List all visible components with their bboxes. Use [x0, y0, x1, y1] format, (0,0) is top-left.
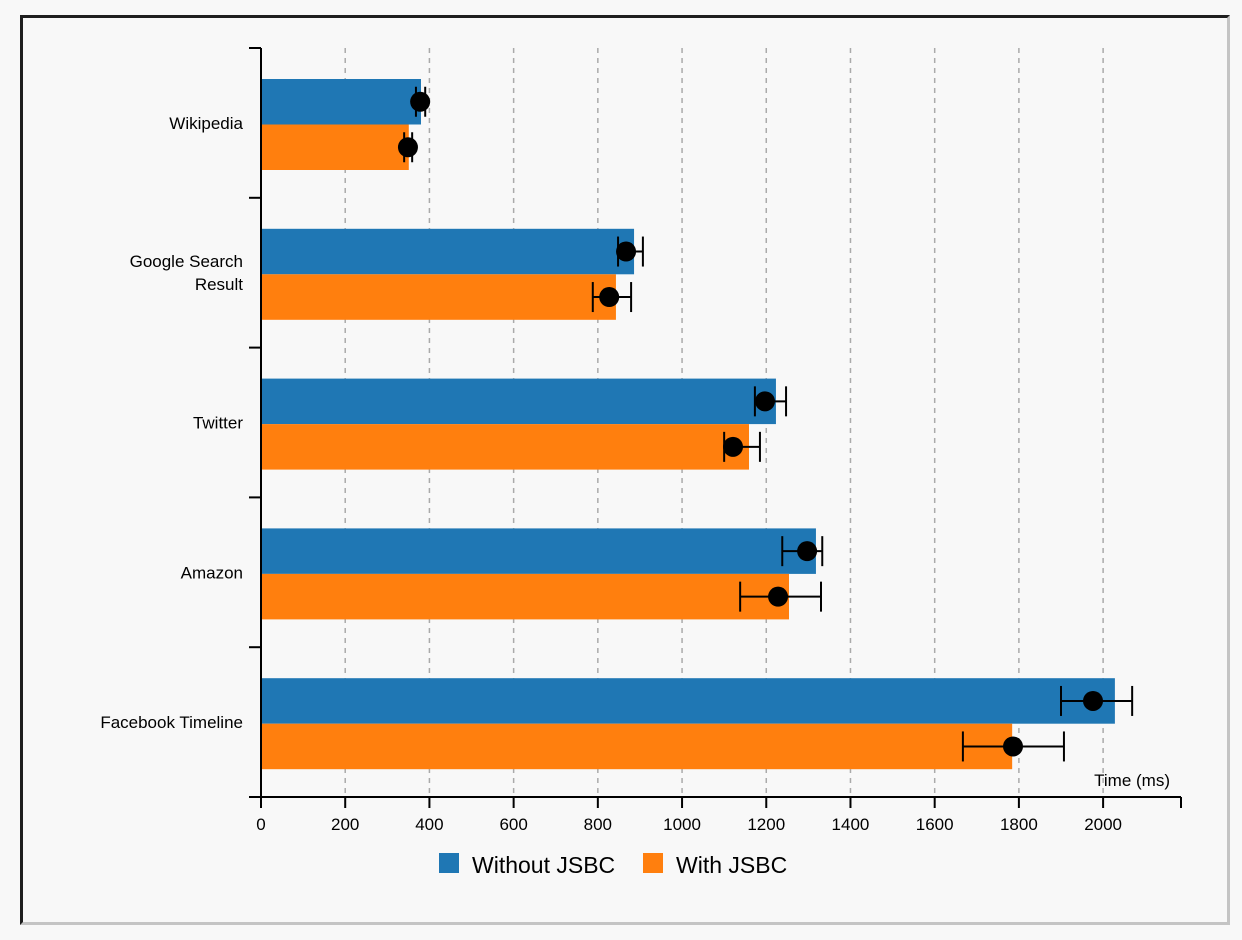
bar — [261, 124, 409, 170]
category-label: Facebook Timeline — [100, 713, 243, 732]
median-point — [723, 436, 743, 457]
median-point — [797, 541, 818, 562]
category-label: Wikipedia — [169, 114, 243, 133]
x-tick-label: 400 — [415, 815, 443, 834]
median-point — [1083, 690, 1103, 711]
gridlines — [344, 48, 1104, 797]
bar — [261, 228, 635, 275]
median-point — [616, 241, 637, 262]
y-axis: Wikipedia Google Search Result Twitter Amazo… — [100, 47, 262, 808]
median-point — [1003, 736, 1023, 757]
x-tick-label: 1600 — [916, 815, 954, 834]
legend-swatch — [439, 853, 459, 873]
chart-frame — [20, 15, 1230, 925]
category-label: Result — [195, 275, 243, 294]
x-axis: 0 200 400 600 800 1000 1200 1400 1600 1800 2000 — [249, 796, 1182, 834]
category-label: Amazon — [181, 563, 243, 582]
x-tick-label: 1400 — [832, 815, 870, 834]
x-tick-label: 1200 — [747, 815, 785, 834]
x-tick-label: 1000 — [663, 815, 701, 834]
bar — [261, 573, 789, 620]
x-tick-label: 800 — [584, 815, 612, 834]
x-tick-label: 0 — [256, 815, 265, 834]
bars — [261, 79, 1115, 770]
x-tick-label: 200 — [331, 815, 359, 834]
median-point — [397, 137, 418, 158]
median-point — [768, 586, 789, 607]
median-point — [599, 287, 620, 308]
x-tick-label: 600 — [499, 815, 527, 834]
x-axis-title: Time (ms) — [1094, 771, 1170, 790]
legend-label: Without JSBC — [472, 852, 615, 878]
bar — [261, 79, 421, 125]
bar — [261, 678, 1115, 724]
error-bars — [397, 86, 1134, 762]
x-tick-label: 1800 — [1000, 815, 1038, 834]
bar — [261, 274, 616, 320]
legend-label: With JSBC — [676, 852, 787, 878]
category-label: Twitter — [193, 414, 243, 433]
legend-swatch — [643, 853, 663, 873]
legend: Without JSBC With JSBC — [439, 852, 787, 878]
median-point — [755, 391, 775, 412]
bar — [261, 424, 749, 470]
x-tick-label: 2000 — [1084, 815, 1122, 834]
category-label: Google Search — [130, 252, 243, 271]
median-point — [410, 91, 431, 112]
bar — [261, 528, 816, 574]
bar — [261, 723, 1013, 770]
bar — [261, 378, 776, 425]
